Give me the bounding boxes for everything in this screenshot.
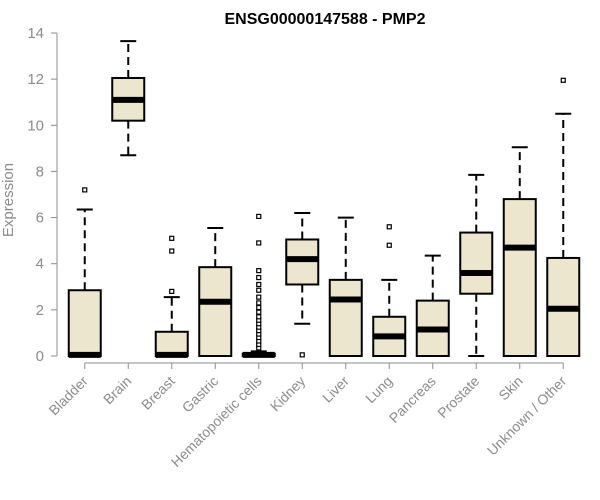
box-breast (154, 235, 189, 358)
x-tick-label: Bladder (45, 373, 91, 419)
y-tick-label: 0 (36, 348, 44, 365)
x-tick-label: Pancreas (386, 373, 439, 426)
outlier-point (169, 248, 175, 254)
x-tick-label: Liver (319, 373, 352, 406)
outlier-point (386, 242, 392, 248)
outlier-point (256, 281, 262, 288)
y-axis-label: Expression (0, 163, 17, 237)
box-gastric (198, 226, 233, 357)
outlier-point (256, 304, 262, 311)
y-tick-label: 4 (36, 256, 44, 273)
outlier-point (256, 314, 262, 320)
x-tick-label: Skin (495, 373, 526, 404)
x-tick-label: Breast (138, 373, 178, 413)
chart-title: ENSG00000147588 - PMP2 (224, 11, 425, 28)
x-tick-label: Brain (100, 373, 134, 407)
x-tick-label: Gastric (179, 373, 222, 416)
box-body (198, 266, 233, 357)
x-tick-label: Kidney (267, 373, 309, 415)
box-skin (502, 146, 537, 357)
outlier-point (256, 213, 262, 220)
box-brain (111, 40, 146, 157)
box-liver (328, 216, 363, 357)
y-tick-label: 14 (27, 25, 44, 42)
box-body (67, 289, 102, 357)
box-pancreas (415, 254, 450, 357)
box-kidney (285, 211, 320, 358)
x-tick-label: Prostate (434, 373, 482, 421)
box-lung (372, 224, 407, 357)
y-tick-label: 12 (27, 71, 44, 88)
box-body (502, 198, 537, 357)
outlier-point (82, 187, 88, 193)
x-tick-label: Lung (362, 373, 395, 406)
y-tick-label: 6 (36, 210, 44, 227)
box-unknown-other (546, 77, 581, 358)
outlier-point (256, 240, 262, 246)
outlier-point (256, 268, 262, 274)
y-tick-label: 2 (36, 302, 44, 319)
outlier-point (256, 274, 262, 281)
box-body (459, 231, 494, 295)
x-tick-label: Unknown / Other (484, 373, 570, 459)
outlier-point (256, 309, 262, 315)
outlier-point (169, 288, 175, 294)
box-group (67, 40, 581, 358)
outlier-point (256, 294, 262, 300)
outlier-point (560, 77, 566, 83)
outlier-point (256, 300, 262, 306)
y-axis: 0 2 4 6 8 10 12 14 (27, 25, 58, 365)
box-hematopoietic-cells (241, 213, 276, 358)
box-body (328, 278, 363, 357)
box-prostate (459, 173, 494, 357)
y-tick-label: 10 (27, 117, 44, 134)
y-tick-label: 8 (36, 163, 44, 180)
outlier-point (256, 287, 262, 293)
outlier-point (299, 352, 305, 358)
box-bladder (67, 187, 102, 358)
outlier-point (386, 224, 392, 230)
outlier-point (169, 235, 175, 241)
